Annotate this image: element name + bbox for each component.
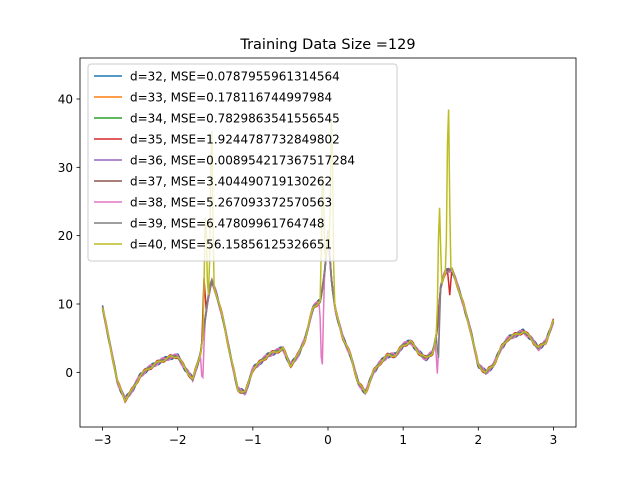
y-tick-label: 10 xyxy=(58,298,73,312)
x-tick-label: −2 xyxy=(169,433,187,447)
y-axis: 0 10 20 30 40 xyxy=(58,93,80,380)
legend-label: d=32, MSE=0.0787955961314564 xyxy=(130,70,340,84)
legend-label: d=35, MSE=1.9244787732849802 xyxy=(130,133,340,147)
legend-label: d=36, MSE=0.008954217367517284 xyxy=(130,154,355,168)
legend-label: d=34, MSE=0.7829863541556545 xyxy=(130,112,340,126)
chart-title: Training Data Size =129 xyxy=(239,37,415,53)
x-tick-label: 0 xyxy=(324,433,332,447)
x-tick-label: 2 xyxy=(474,433,482,447)
y-tick-label: 20 xyxy=(58,229,73,243)
legend-label: d=38, MSE=5.267093372570563 xyxy=(130,196,332,210)
legend-label: d=37, MSE=3.404490719130262 xyxy=(130,175,332,189)
legend-label: d=39, MSE=6.47809961764748 xyxy=(130,217,325,231)
legend-label: d=33, MSE=0.178116744997984 xyxy=(130,91,332,105)
x-axis: −3 −2 −1 0 1 2 3 xyxy=(94,427,558,447)
x-tick-label: −1 xyxy=(244,433,262,447)
y-tick-label: 0 xyxy=(65,366,73,380)
legend-box xyxy=(87,63,398,262)
x-tick-label: 3 xyxy=(550,433,558,447)
legend-label: d=40, MSE=56.15856125326651 xyxy=(130,238,332,252)
legend: d=32, MSE=0.0787955961314564 d=33, MSE=0.… xyxy=(87,63,398,262)
y-tick-label: 40 xyxy=(58,93,73,107)
y-tick-label: 30 xyxy=(58,161,73,175)
x-tick-label: −3 xyxy=(94,433,112,447)
x-tick-label: 1 xyxy=(399,433,407,447)
